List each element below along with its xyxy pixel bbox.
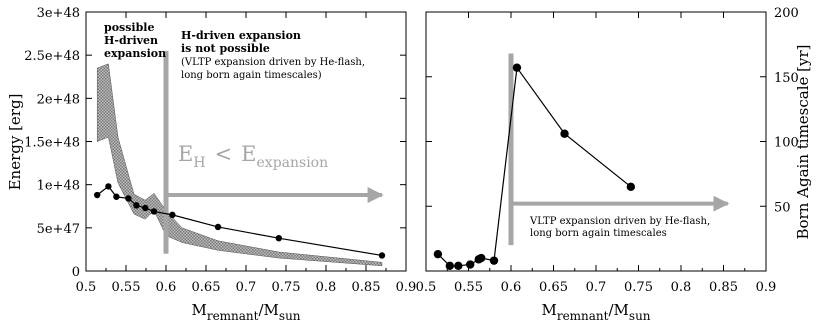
- data-point: [94, 191, 101, 199]
- inequality-lt: <: [215, 142, 233, 166]
- data-point: [105, 183, 112, 190]
- x-tick-label: 0.85: [352, 280, 381, 295]
- y-tick-label: 2.5e+48: [24, 49, 80, 64]
- data-point: [466, 260, 475, 269]
- possible-label-1: possible: [104, 21, 154, 34]
- data-point: [454, 261, 463, 271]
- data-point: [626, 182, 636, 192]
- not-possible-label-1: H-driven expansion: [181, 29, 301, 42]
- right-x-ticks: 0.5 0.55 0.6 0.65 0.7 0.75 0.8 0.85 0.9: [416, 12, 777, 295]
- data-point: [169, 211, 176, 219]
- x-tick-label: 0.85: [709, 280, 738, 295]
- vltp-note-2: long born again timescales: [530, 228, 667, 239]
- vltp-note-1: VLTP expansion driven by He-flash,: [529, 216, 710, 227]
- right-xlabel-m: M: [541, 301, 556, 319]
- data-point: [214, 223, 222, 231]
- inequality-sub-exp: expansion: [257, 155, 329, 171]
- y-tick-label: 2e+48: [37, 92, 80, 107]
- data-point: [150, 208, 158, 215]
- data-point: [125, 195, 132, 202]
- x-tick-label: 0.75: [624, 280, 653, 295]
- data-point: [275, 234, 282, 242]
- x-tick-label: 0.65: [539, 280, 568, 295]
- right-xlabel-sub1: remnant: [557, 309, 609, 323]
- possible-label-3: expansion: [104, 47, 166, 60]
- data-point: [142, 204, 149, 212]
- y-tick-label: 0: [72, 265, 80, 280]
- x-tick-label: 0.55: [112, 280, 141, 295]
- y-tick-label: 3e+48: [37, 6, 80, 21]
- right-y-axis-label: Born Again timescale [yr]: [794, 44, 812, 239]
- left-y-ticks: 0 5e+47 1e+48 1.5e+48 2e+48 2.5e+48 3e+48: [24, 6, 406, 280]
- left-x-axis-label: Mremnant/Msun: [191, 301, 300, 323]
- right-xlabel-sub2: sun: [629, 309, 651, 323]
- left-xlabel-sub2: sun: [279, 309, 301, 323]
- data-point: [445, 261, 454, 271]
- left-chart: 0.5 0.55 0.6 0.65 0.7 0.75 0.8 0.85 0.9 0 5e+47 1e…: [6, 6, 416, 323]
- left-y-axis-label: Energy [erg]: [6, 94, 24, 191]
- x-tick-label: 0.9: [756, 280, 777, 295]
- x-tick-label: 0.5: [76, 280, 97, 295]
- data-point: [433, 249, 443, 259]
- y-tick-label: 150: [774, 71, 799, 86]
- data-point: [477, 253, 486, 263]
- x-tick-label: 0.55: [454, 280, 483, 295]
- x-tick-label: 0.8: [671, 280, 692, 295]
- x-tick-label: 0.5: [416, 280, 437, 295]
- y-tick-label: 1e+48: [37, 179, 80, 194]
- data-point: [489, 256, 499, 265]
- y-tick-label: 5e+47: [37, 222, 80, 237]
- x-tick-label: 0.75: [272, 280, 301, 295]
- energy-band: [96, 63, 383, 267]
- data-point: [113, 193, 120, 200]
- energy-inequality: EH < Eexpansion: [178, 142, 328, 171]
- x-tick-label: 0.9: [396, 280, 417, 295]
- inequality-e2: E: [241, 142, 256, 166]
- x-tick-label: 0.6: [501, 280, 522, 295]
- left-x-ticks: 0.5 0.55 0.6 0.65 0.7 0.75 0.8 0.85 0.9: [76, 12, 417, 295]
- energy-series-points: [94, 183, 386, 259]
- inequality-sub-h: H: [193, 155, 205, 171]
- timescale-series-points: [433, 63, 636, 271]
- data-point: [378, 252, 386, 259]
- y-tick-label: 50: [774, 200, 791, 215]
- x-tick-label: 0.7: [586, 280, 607, 295]
- possible-label-2: H-driven: [104, 34, 158, 47]
- data-point: [133, 202, 140, 209]
- x-tick-label: 0.7: [236, 280, 257, 295]
- x-tick-label: 0.6: [156, 280, 177, 295]
- y-tick-label: 100: [774, 136, 799, 151]
- left-xlabel-sub1: remnant: [207, 309, 259, 323]
- right-y-ticks: 50 100 150 200: [426, 6, 799, 272]
- left-xlabel-m: M: [191, 301, 206, 319]
- data-point: [560, 129, 569, 138]
- right-chart: 0.5 0.55 0.6 0.65 0.7 0.75 0.8 0.85 0.9 50 100 150…: [416, 6, 812, 323]
- x-tick-label: 0.8: [316, 280, 337, 295]
- data-point: [512, 63, 522, 72]
- x-tick-label: 0.65: [192, 280, 221, 295]
- not-possible-note-1: (VLTP expansion driven by He-flash,: [181, 57, 365, 68]
- left-xlabel-sep: /M: [258, 301, 278, 319]
- right-x-axis-label: Mremnant/Msun: [541, 301, 650, 323]
- y-tick-label: 1.5e+48: [24, 136, 80, 151]
- not-possible-label-2: is not possible: [181, 42, 270, 55]
- right-xlabel-sep: /M: [608, 301, 628, 319]
- not-possible-note-2: long born again timescales): [181, 70, 322, 81]
- inequality-e1: E: [178, 142, 193, 166]
- y-tick-label: 200: [774, 6, 799, 21]
